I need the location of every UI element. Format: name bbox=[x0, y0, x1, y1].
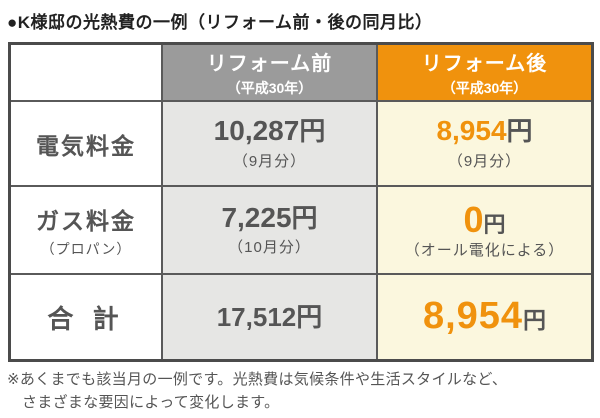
gas-label: ガス料金 bbox=[36, 207, 136, 234]
electricity-after-month-note: （9月分） bbox=[447, 152, 522, 170]
electricity-before-unit: 円 bbox=[299, 116, 326, 147]
electricity-after-value: 8,954円 bbox=[436, 115, 533, 147]
cell-electricity-after: 8,954円 （9月分） bbox=[378, 102, 591, 185]
electricity-before-month-note: （9月分） bbox=[232, 152, 307, 170]
total-before-value: 17,512円 bbox=[216, 301, 323, 332]
total-label: 合 計 bbox=[47, 303, 125, 334]
row-label-total: 合 計 bbox=[11, 275, 161, 359]
cell-total-before: 17,512円 bbox=[163, 275, 376, 359]
gas-before-value: 7,225円 bbox=[221, 201, 318, 234]
footnote-line-2: さまざまな要因によって変化します。 bbox=[22, 394, 280, 412]
cell-gas-after: 0円 （オール電化による） bbox=[378, 187, 591, 273]
header-cell-blank bbox=[11, 45, 161, 100]
gas-before-month-note: （10月分） bbox=[228, 239, 311, 257]
gas-before-amount: 7,225 bbox=[221, 201, 292, 233]
footnote: ※あくまでも該当月の一例です。光熱費は気候条件や生活スタイルなど、 さまざまな要… bbox=[7, 368, 507, 415]
header-after-year: （平成30年） bbox=[441, 80, 528, 96]
total-after-amount: 8,954 bbox=[422, 295, 524, 338]
total-after-unit: 円 bbox=[523, 307, 547, 334]
cell-gas-before: 7,225円 （10月分） bbox=[163, 187, 376, 273]
header-before-year: （平成30年） bbox=[226, 80, 313, 96]
electricity-label: 電気料金 bbox=[36, 132, 136, 159]
row-label-electricity: 電気料金 bbox=[11, 102, 161, 185]
total-after-value: 8,954円 bbox=[422, 295, 547, 338]
gas-after-amount: 0 bbox=[463, 198, 484, 240]
header-cell-after-renovation: リフォーム後 （平成30年） bbox=[378, 45, 591, 100]
header-cell-before-renovation: リフォーム前 （平成30年） bbox=[163, 45, 376, 100]
total-before-unit: 円 bbox=[296, 301, 323, 332]
gas-label-note: （プロパン） bbox=[40, 240, 132, 257]
total-before-amount: 17,512 bbox=[216, 301, 297, 332]
row-label-gas: ガス料金 （プロパン） bbox=[11, 187, 161, 273]
gas-after-reason-note: （オール電化による） bbox=[404, 242, 565, 260]
footnote-line-1: ※あくまでも該当月の一例です。光熱費は気候条件や生活スタイルなど、 bbox=[7, 371, 508, 388]
electricity-before-value: 10,287円 bbox=[213, 115, 326, 147]
header-after-title: リフォーム後 bbox=[421, 53, 548, 75]
cell-electricity-before: 10,287円 （9月分） bbox=[163, 102, 376, 185]
gas-after-value: 0円 bbox=[463, 198, 506, 240]
gas-after-unit: 円 bbox=[483, 211, 506, 237]
page-title: ●K様邸の光熱費の一例（リフォーム前・後の同月比） bbox=[7, 13, 433, 32]
cell-total-after: 8,954円 bbox=[378, 275, 591, 359]
utility-cost-comparison-table: リフォーム前 （平成30年） リフォーム後 （平成30年） 電気料金 10,28… bbox=[8, 42, 594, 362]
gas-before-unit: 円 bbox=[291, 202, 318, 233]
header-before-title: リフォーム前 bbox=[206, 53, 333, 75]
electricity-before-amount: 10,287 bbox=[213, 115, 300, 147]
electricity-after-amount: 8,954 bbox=[436, 115, 507, 147]
electricity-after-unit: 円 bbox=[506, 116, 533, 147]
